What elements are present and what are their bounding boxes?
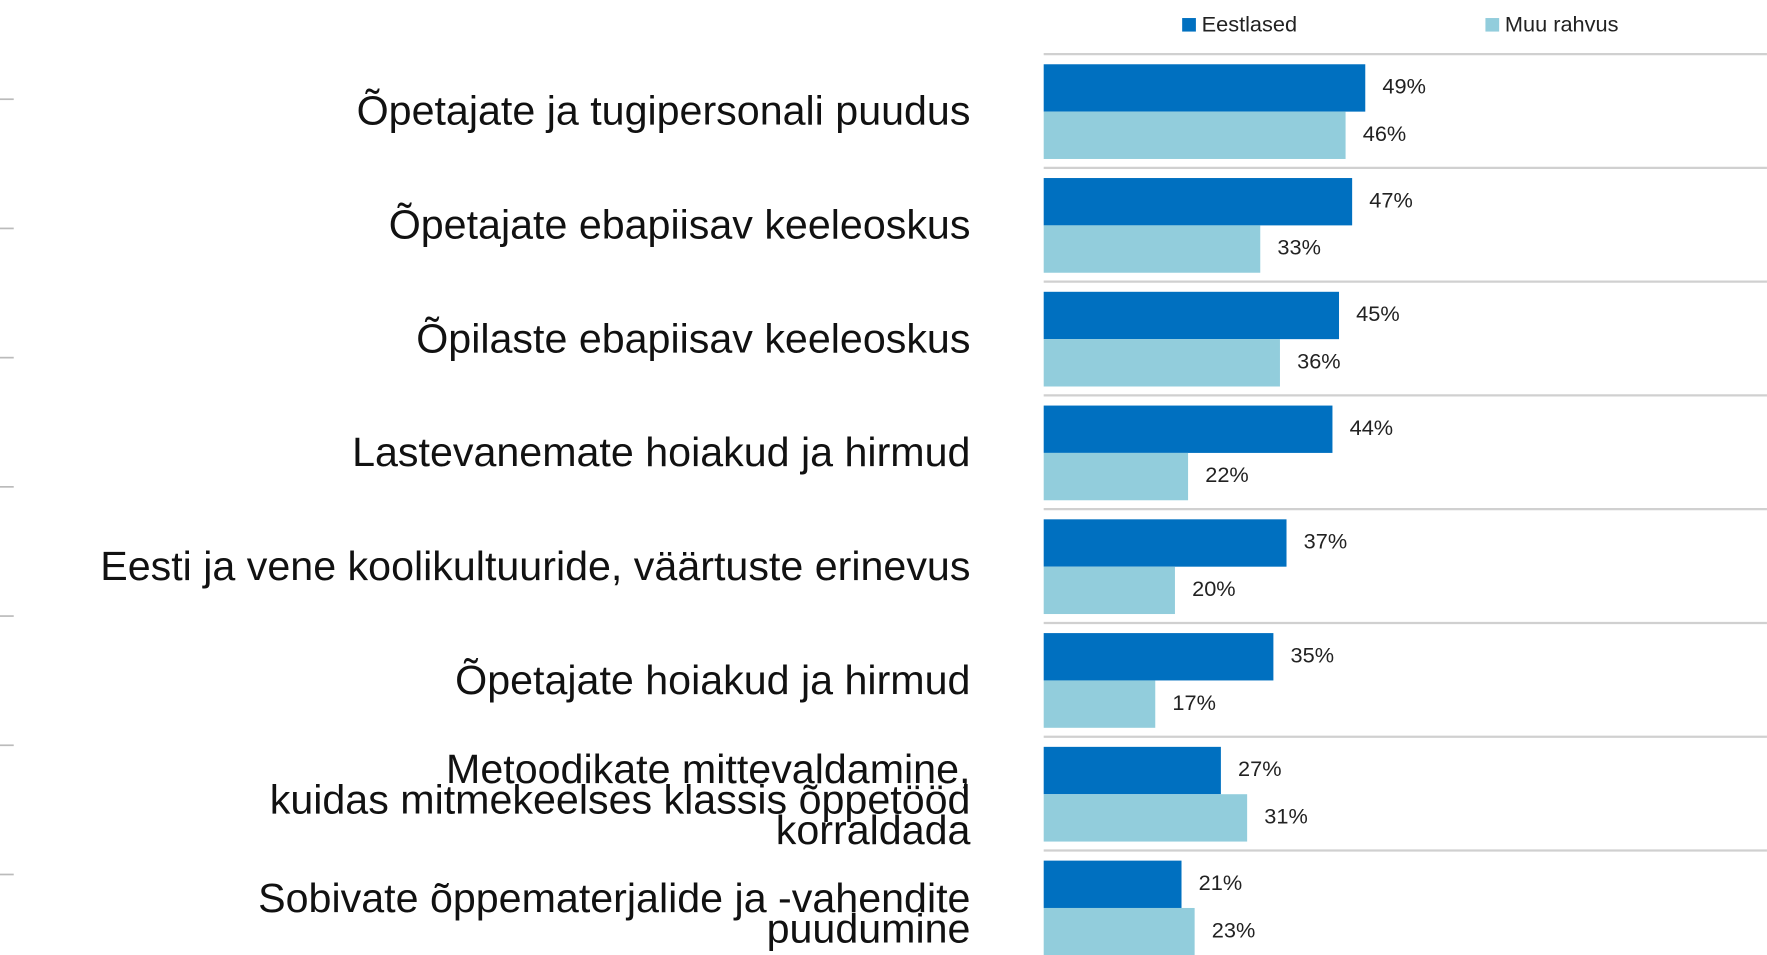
- value-label: 20%: [1192, 576, 1236, 601]
- category-label: Metoodikate mittevaldamine, kuidas mitme…: [269, 745, 971, 853]
- value-label: 35%: [1291, 643, 1335, 668]
- value-label: 33%: [1277, 235, 1321, 260]
- value-label: 37%: [1304, 529, 1348, 554]
- category-label: Sobivate õppematerjalide ja -vahendite p…: [258, 874, 971, 952]
- legend-swatch: [1182, 18, 1196, 32]
- bar: [1043, 64, 1366, 112]
- value-label: 49%: [1382, 74, 1426, 99]
- category-label: Õpilaste ebapiisav keeleoskus: [416, 315, 971, 362]
- value-label: 36%: [1297, 349, 1341, 374]
- bar: [1043, 291, 1340, 340]
- value-label: 21%: [1199, 870, 1243, 895]
- bar: [1043, 566, 1175, 615]
- category-label: Lastevanemate hoiakud ja hirmud: [352, 429, 971, 476]
- value-label: 47%: [1369, 188, 1413, 213]
- bar: [1043, 746, 1221, 795]
- value-label: 46%: [1363, 121, 1407, 146]
- bar: [1043, 907, 1195, 955]
- bar: [1043, 339, 1280, 387]
- value-label: 17%: [1172, 690, 1216, 715]
- value-label: 27%: [1238, 756, 1282, 781]
- value-label: 23%: [1212, 917, 1256, 942]
- bar: [1043, 633, 1274, 681]
- bar: [1043, 680, 1156, 728]
- bar: [1043, 452, 1189, 501]
- bar: [1043, 860, 1182, 908]
- category-label: Õpetajate hoiakud ja hirmud: [455, 656, 971, 703]
- legend-swatch: [1485, 18, 1500, 32]
- legend-label: Eestlased: [1202, 12, 1297, 37]
- category-label: Õpetajate ebapiisav keeleoskus: [388, 201, 971, 248]
- value-label: 22%: [1205, 462, 1249, 487]
- value-label: 31%: [1264, 804, 1308, 829]
- legend-label: Muu rahvus: [1505, 12, 1619, 37]
- category-label: Eesti ja vene koolikultuuride, väärtuste…: [100, 542, 971, 590]
- bar: [1043, 225, 1261, 273]
- category-label: Õpetajate ja tugipersonali puudus: [356, 87, 971, 135]
- value-label: 44%: [1350, 415, 1394, 440]
- bar: [1043, 794, 1248, 842]
- bar: [1043, 178, 1353, 226]
- value-label: 45%: [1356, 301, 1400, 326]
- bar: [1043, 111, 1346, 159]
- bar: [1043, 519, 1287, 567]
- bar: [1043, 405, 1333, 453]
